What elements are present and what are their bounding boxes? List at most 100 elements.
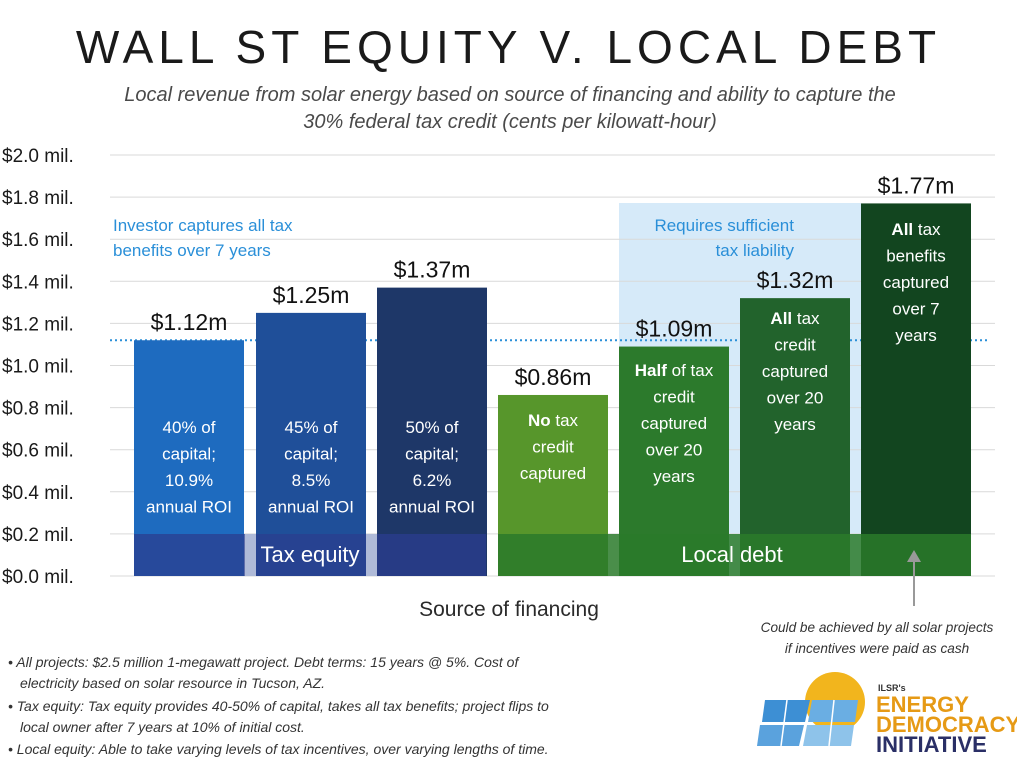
bar-inner-text: 50% of [406, 418, 459, 437]
bar-inner-text: credit [653, 388, 695, 407]
logo-line-2: DEMOCRACY [876, 712, 1017, 737]
bar-inner-text: captured [520, 464, 586, 483]
bar-inner-label: capital; [284, 445, 338, 464]
group-label-tax-equity: Tax equity [260, 542, 359, 567]
bar-inner-label: captured [762, 362, 828, 381]
bar-inner-label: over 20 [767, 389, 824, 408]
y-tick-label: $0.6 mil. [2, 441, 74, 462]
bar-inner-label: 40% of [163, 418, 216, 437]
bar-inner-label: years [895, 326, 937, 345]
bar-inner-label: credit [532, 438, 574, 457]
cash-arrow-head [907, 550, 921, 562]
bar-inner-text: 45% of [285, 418, 338, 437]
cash-annotation-line-2: if incentives were paid as cash [785, 641, 969, 656]
footnote-2-line-2: local owner after 7 years at 10% of init… [20, 719, 305, 735]
bar-inner-text: over 7 [892, 300, 939, 319]
group-label-local-debt: Local debt [681, 542, 783, 567]
bar-inner-label: All tax [891, 220, 941, 239]
bar-inner-label: annual ROI [146, 498, 232, 517]
subtitle-line-1: Local revenue from solar energy based on… [124, 84, 896, 106]
y-tick-label: $1.2 mil. [2, 314, 74, 335]
logo-line-1: ENERGY [876, 692, 969, 717]
bar-inner-text: captured [762, 362, 828, 381]
investor-annotation-line-2: benefits over 7 years [113, 241, 271, 260]
bar-inner-label: Half of tax [635, 361, 714, 380]
bar-inner-label: 50% of [406, 418, 459, 437]
group-band-layer: Tax equity Local debt [134, 534, 971, 576]
bar [861, 203, 971, 577]
bar-inner-text: benefits [886, 247, 946, 266]
bar-inner-text: captured [641, 414, 707, 433]
cash-annotation-line-1: Could be achieved by all solar projects [761, 620, 994, 635]
bar-inner-label: capital; [162, 445, 216, 464]
bar-inner-label: over 7 [892, 300, 939, 319]
bar-inner-label: credit [774, 336, 816, 355]
bar-value-label: $1.12m [151, 309, 228, 335]
chart-title: WALL ST EQUITY V. LOCAL DEBT [75, 21, 942, 73]
bar-inner-label: captured [883, 273, 949, 292]
bar-value-label: $1.32m [757, 267, 834, 293]
bar-inner-text: captured [883, 273, 949, 292]
y-tick-label: $0.2 mil. [2, 525, 74, 546]
bar-inner-label: 8.5% [292, 471, 331, 490]
y-tick-label: $1.4 mil. [2, 272, 74, 293]
bar-value-label: $1.77m [878, 172, 955, 198]
bar-inner-label: 6.2% [413, 471, 452, 490]
footnote-1-line-2: electricity based on solar resource in T… [20, 675, 325, 691]
bar-inner-label: captured [520, 464, 586, 483]
y-tick-label: $1.0 mil. [2, 357, 74, 378]
bar-inner-text: of tax [667, 361, 714, 380]
bar-inner-text: capital; [162, 445, 216, 464]
bar-inner-label: 45% of [285, 418, 338, 437]
bar-inner-text: annual ROI [268, 498, 354, 517]
bar-value-label: $1.37m [394, 257, 471, 283]
bar [740, 298, 850, 576]
bar-inner-bold: Half [635, 361, 667, 380]
bar-inner-label: over 20 [646, 441, 703, 460]
bar-inner-label: years [774, 415, 816, 434]
bar-inner-label: annual ROI [389, 498, 475, 517]
text-layer: $1.12m $1.25m $1.37m $0.86m $1.09m $1.32m $1.7… [146, 172, 954, 516]
investor-annotation-line-1: Investor captures all tax [113, 216, 293, 235]
bar-inner-text: over 20 [646, 441, 703, 460]
bar-inner-label: capital; [405, 445, 459, 464]
y-tick-label: $0.4 mil. [2, 483, 74, 504]
logo-small-text: ILSR's [878, 683, 906, 693]
bar-inner-text: 6.2% [413, 471, 452, 490]
solar-panel-icon [757, 699, 858, 747]
footnote-2-line-1: • Tax equity: Tax equity provides 40-50%… [8, 698, 549, 714]
subtitle-line-2: 30% federal tax credit (cents per kilowa… [303, 111, 717, 133]
bar-inner-text: tax [551, 411, 579, 430]
ilsr-logo: ILSR's ENERGY DEMOCRACY INITIATIVE [757, 672, 1017, 757]
x-axis-label: Source of financing [419, 598, 599, 621]
bar-inner-text: annual ROI [146, 498, 232, 517]
bar-inner-text: tax [913, 220, 941, 239]
bar-inner-text: credit [532, 438, 574, 457]
y-tick-label: $0.8 mil. [2, 399, 74, 420]
bar-value-label: $1.09m [636, 316, 713, 342]
band-gap [366, 534, 377, 576]
bar-inner-text: years [653, 467, 695, 486]
bar-inner-bold: All [770, 309, 792, 328]
logo-line-3: INITIATIVE [876, 732, 987, 757]
bar-inner-label: All tax [770, 309, 820, 328]
bar-inner-text: over 20 [767, 389, 824, 408]
y-tick-label: $1.8 mil. [2, 188, 74, 209]
y-tick-label: $1.6 mil. [2, 230, 74, 251]
bar-inner-bold: No [528, 411, 551, 430]
bar-inner-text: 40% of [163, 418, 216, 437]
bar-inner-label: captured [641, 414, 707, 433]
footnote-3-line-1: • Local equity: Able to take varying lev… [8, 741, 549, 757]
bar-inner-text: capital; [284, 445, 338, 464]
bar-inner-text: tax [792, 309, 820, 328]
chart-subtitle: Local revenue from solar energy based on… [60, 82, 960, 136]
bar-inner-text: 8.5% [292, 471, 331, 490]
band-gap [245, 534, 256, 576]
bar [377, 287, 487, 576]
tax-equity-band [134, 534, 486, 576]
bar-layer [134, 203, 971, 577]
bar-value-label: $0.86m [515, 364, 592, 390]
bar-inner-label: credit [653, 388, 695, 407]
y-tick-label: $2.0 mil. [2, 146, 74, 167]
